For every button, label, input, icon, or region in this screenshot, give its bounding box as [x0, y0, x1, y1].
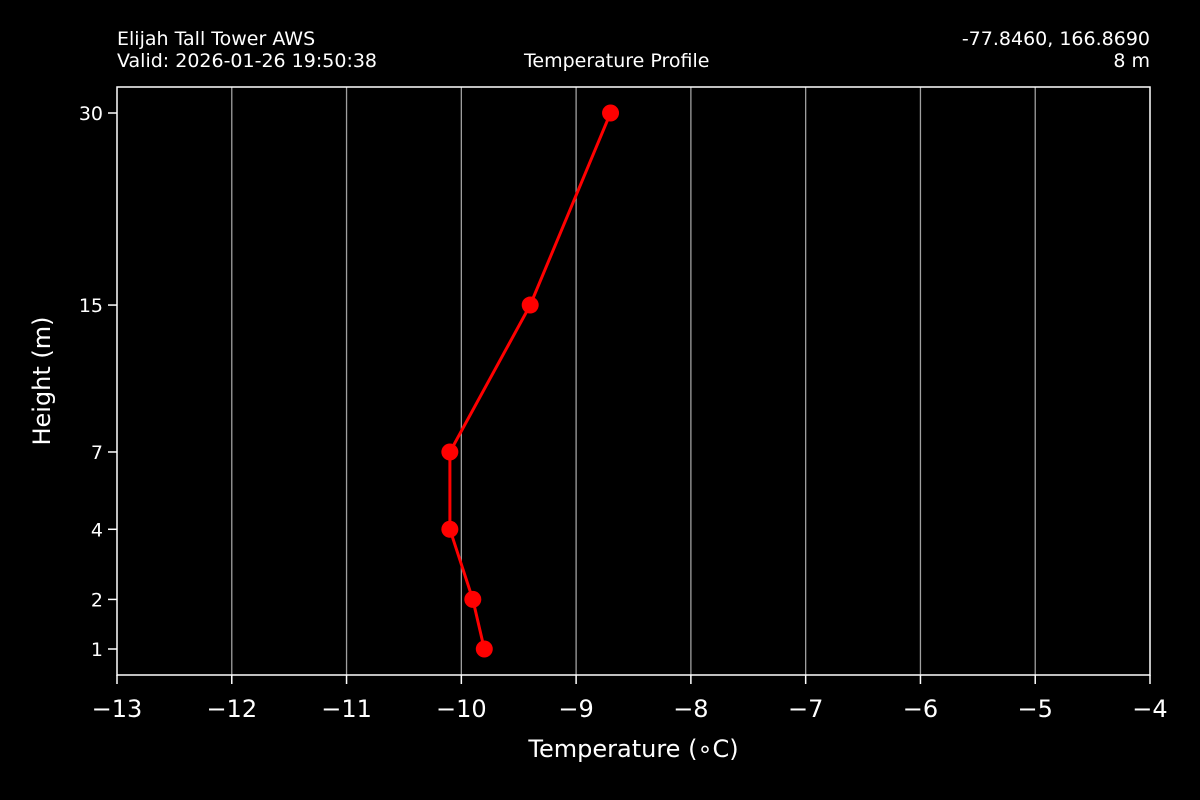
data-point	[441, 520, 459, 538]
x-tick-label: −8	[673, 695, 708, 723]
data-point	[441, 443, 459, 461]
plot-frame	[116, 86, 1151, 676]
y-tick-label: 4	[91, 519, 103, 541]
coordinates: -77.8460, 166.8690	[961, 28, 1150, 50]
x-tick-label: −12	[206, 695, 257, 723]
y-axis: 1 2 4 7 15 30	[79, 103, 117, 661]
station-name: Elijah Tall Tower AWS	[117, 28, 316, 50]
x-tick-label: −4	[1132, 695, 1167, 723]
x-tick-label: −7	[788, 695, 823, 723]
x-axis: −13 −12 −11 −10 −9 −8 −7 −6 −5 −4	[92, 675, 1168, 723]
x-tick-label: −13	[92, 695, 143, 723]
data-point	[464, 590, 482, 608]
y-tick-label: 30	[79, 103, 103, 125]
data-point	[521, 296, 539, 314]
plot-title: Temperature Profile	[524, 50, 710, 72]
x-tick-label: −11	[321, 695, 372, 723]
valid-time: Valid: 2026-01-26 19:50:38	[117, 50, 378, 72]
x-tick-label: −9	[558, 695, 593, 723]
series-layer	[441, 104, 620, 658]
data-point	[475, 640, 493, 658]
x-tick-label: −10	[436, 695, 487, 723]
x-tick-label: −6	[903, 695, 938, 723]
y-tick-label: 2	[91, 589, 103, 611]
y-axis-label: Height (m)	[28, 316, 56, 445]
grid-layer	[231, 87, 1036, 675]
header-right: -77.8460, 166.8690 8 m	[962, 28, 1150, 72]
y-tick-label: 1	[91, 639, 103, 661]
elevation: 8 m	[1113, 50, 1150, 72]
x-axis-label: Temperature (∘C)	[527, 735, 738, 763]
y-tick-label: 15	[79, 295, 103, 317]
x-tick-label: −5	[1018, 695, 1053, 723]
y-tick-label: 7	[91, 442, 103, 464]
header-left: Elijah Tall Tower AWS Valid: 2026-01-26 …	[117, 28, 377, 72]
data-point	[602, 104, 620, 122]
series-line	[448, 112, 612, 650]
